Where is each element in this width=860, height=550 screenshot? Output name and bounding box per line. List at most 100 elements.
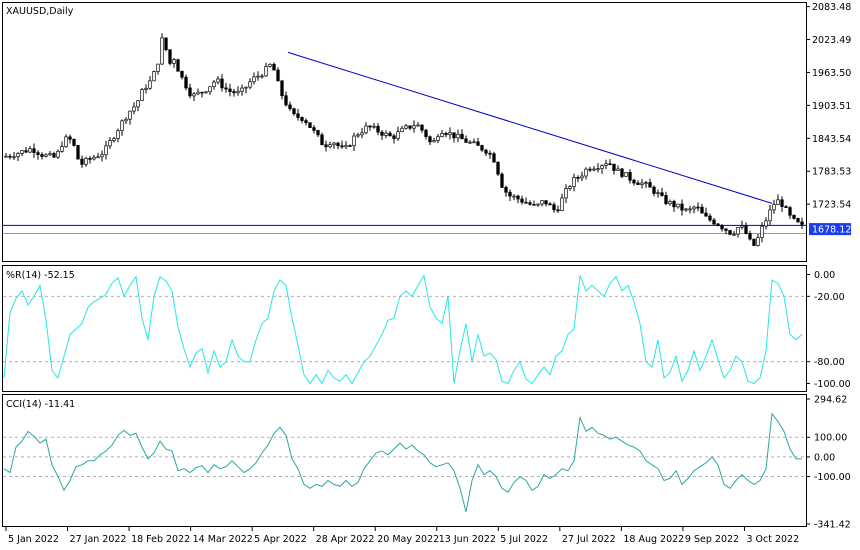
candle-body	[708, 215, 712, 221]
candle-body	[504, 187, 508, 193]
candle-body	[64, 136, 68, 147]
candle-body	[448, 132, 452, 136]
candle-body	[724, 228, 728, 231]
trendline	[287, 51, 773, 204]
candle-body	[488, 152, 492, 155]
time-tick-label: 28 Apr 2022	[316, 534, 375, 545]
cci-title: CCI(14) -11.41	[6, 399, 75, 410]
candle-body	[40, 154, 44, 157]
candle-body	[52, 153, 56, 158]
candle-body	[248, 81, 252, 88]
candle-body	[476, 141, 480, 146]
candle-body	[424, 129, 428, 138]
candle-body	[188, 87, 192, 97]
candle-body	[84, 158, 88, 165]
candle-body	[156, 63, 160, 72]
time-tick-label: 14 Mar 2022	[193, 534, 253, 545]
candle-body	[660, 192, 664, 196]
candle-body	[412, 125, 416, 129]
price-tick-label: 1783.53	[812, 167, 851, 178]
candle-body	[344, 145, 348, 148]
candle-body	[496, 161, 500, 175]
candle-body	[368, 125, 372, 128]
time-tick-label: 9 Sep 2022	[685, 534, 739, 545]
candle-body	[792, 214, 796, 219]
candle-body	[308, 122, 312, 128]
osc-tick-label: 0.00	[814, 270, 835, 281]
candle-body	[396, 131, 400, 139]
price-panel-frame	[2, 2, 807, 262]
candle-body	[36, 152, 40, 155]
candle-body	[104, 145, 108, 156]
candle-body	[316, 130, 320, 136]
osc-tick-label: 294.62	[814, 395, 847, 406]
candle-body	[4, 155, 8, 158]
candle-body	[276, 69, 280, 82]
candle-body	[392, 135, 396, 139]
cci-line	[3, 412, 802, 513]
candle-body	[256, 75, 260, 78]
candle-body	[720, 225, 724, 230]
candle-body	[388, 132, 392, 137]
candle-body	[312, 127, 316, 131]
candle-body	[364, 125, 368, 134]
candle-body	[116, 130, 120, 139]
candle-body	[72, 138, 76, 146]
candle-body	[732, 233, 736, 236]
candle-body	[328, 144, 332, 148]
candle-body	[800, 221, 804, 225]
price-tick-label: 2083.48	[812, 2, 851, 13]
candle-body	[184, 76, 188, 89]
williams-r-panel: %R(14) -52.15 0.00 -20.00 -80.00 -100.00	[2, 265, 851, 392]
candle-body	[124, 118, 128, 122]
candle-body	[100, 154, 104, 158]
candle-body	[520, 198, 524, 203]
candle-body	[688, 208, 692, 211]
candle-body	[288, 104, 292, 110]
candle-body	[108, 140, 112, 147]
candle-body	[784, 206, 788, 208]
candle-body	[224, 87, 228, 90]
candle-body	[20, 150, 24, 154]
candle-body	[712, 219, 716, 225]
candle-body	[292, 108, 296, 115]
candle-body	[120, 120, 124, 132]
candle-body	[164, 37, 168, 51]
candle-body	[268, 63, 272, 67]
cci-panel-frame	[2, 394, 807, 527]
candle-body	[408, 125, 412, 129]
candle-body	[360, 132, 364, 136]
candle-body	[696, 206, 700, 209]
candle-body	[8, 155, 12, 158]
price-panel-title: XAUUSD,Daily	[6, 6, 74, 17]
candle-body	[544, 200, 548, 205]
time-tick-label: 18 Aug 2022	[623, 534, 684, 545]
time-tick-label: 5 Apr 2022	[254, 534, 307, 545]
candle-body	[584, 168, 588, 177]
candle-body	[568, 186, 572, 189]
current-price-marker: 1678.12	[809, 223, 851, 236]
candle-body	[356, 134, 360, 137]
candle-body	[464, 138, 468, 143]
candle-body	[88, 158, 92, 160]
candle-body	[580, 175, 584, 179]
candle-body	[756, 237, 760, 246]
candle-body	[612, 163, 616, 171]
candle-body	[132, 106, 136, 112]
osc-tick-label: 100.00	[814, 433, 847, 444]
williams-r-levels	[3, 295, 806, 363]
candle-body	[444, 133, 448, 136]
candle-body	[500, 173, 504, 188]
candle-body	[636, 182, 640, 185]
candle-body	[32, 148, 36, 153]
candle-body	[340, 145, 344, 148]
candle-body	[592, 168, 596, 171]
candle-body	[772, 204, 776, 211]
candle-body	[60, 146, 64, 152]
time-axis: 5 Jan 2022 27 Jan 2022 18 Feb 2022 14 Mar 2…	[5, 527, 799, 545]
candle-body	[492, 153, 496, 163]
candle-body	[280, 80, 284, 97]
candle-body	[140, 89, 144, 101]
candle-body	[484, 149, 488, 154]
